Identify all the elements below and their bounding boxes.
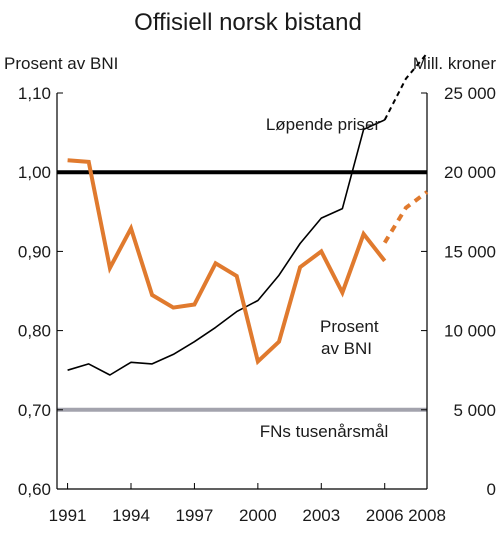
series-label-prosent-line1: Prosent — [320, 317, 379, 336]
x-tick-label: 2000 — [239, 506, 277, 525]
plot-area: 0,60 0,70 0,80 0,90 1,00 1,10 0 5 000 10 000 15 0… — [18, 52, 496, 525]
right-axis-label: Mill. kroner — [413, 54, 496, 73]
right-tick-label: 25 000 — [444, 84, 496, 103]
series-label-prosent-line2: av BNI — [321, 339, 372, 358]
x-tick-label: 1991 — [49, 506, 87, 525]
x-tick-label: 2003 — [302, 506, 340, 525]
series-projection-prosent-av-bni — [382, 190, 429, 244]
x-tick-label: 1997 — [176, 506, 214, 525]
x-tick-label: 1994 — [112, 506, 150, 525]
left-tick-label: 1,00 — [18, 163, 51, 182]
series-projection-lopende-priser — [383, 52, 428, 121]
right-tick-label: 10 000 — [444, 322, 496, 341]
series-line-prosent-av-bni — [67, 158, 387, 366]
right-tick-label: 15 000 — [444, 242, 496, 261]
right-tick-label: 0 — [487, 480, 496, 499]
series-line-lopende-priser — [67, 119, 386, 376]
right-tick-label: 5 000 — [453, 401, 496, 420]
series-label-lopende-priser: Løpende priser — [266, 115, 381, 134]
x-tick-label: 2006 — [366, 506, 404, 525]
left-tick-label: 0,70 — [18, 401, 51, 420]
x-tick-label: 2008 — [408, 506, 446, 525]
left-axis-label: Prosent av BNI — [4, 54, 118, 73]
chart-title: Offisiell norsk bistand — [134, 9, 362, 36]
right-tick-label: 20 000 — [444, 163, 496, 182]
left-tick-label: 1,10 — [18, 84, 51, 103]
series-label-fns-tusenarsmal: FNs tusenårsmål — [260, 422, 388, 441]
left-tick-label: 0,80 — [18, 322, 51, 341]
left-tick-label: 0,90 — [18, 242, 51, 261]
left-tick-label: 0,60 — [18, 480, 51, 499]
